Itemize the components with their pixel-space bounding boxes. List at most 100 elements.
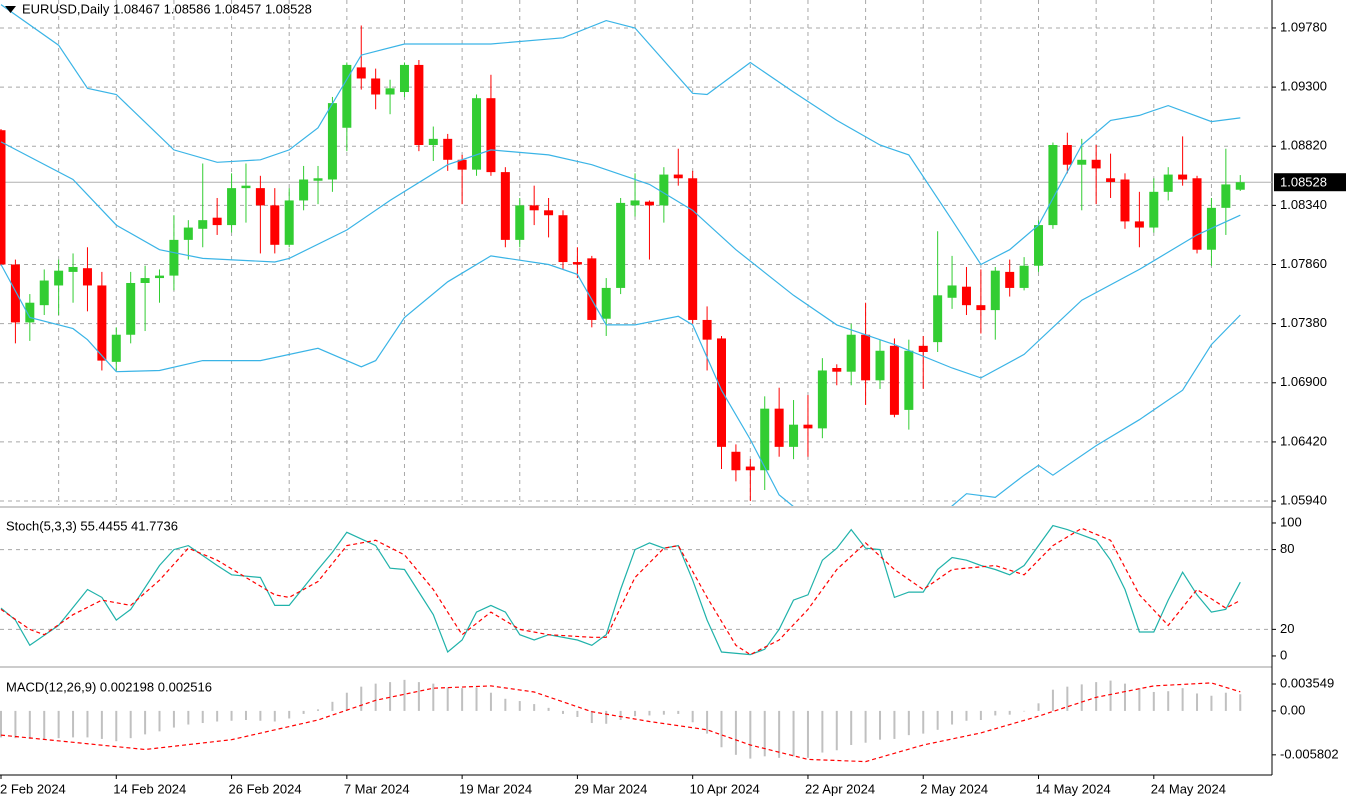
histogram-bar: [360, 686, 363, 711]
histogram-bar: [1224, 692, 1227, 711]
histogram-bar: [662, 710, 665, 715]
last-price-label: 1.08528: [1280, 175, 1327, 190]
histogram-bar: [518, 701, 521, 711]
candle-body: [731, 451, 741, 471]
candle-body: [817, 370, 827, 429]
histogram-bar: [1008, 710, 1011, 715]
x-tick-label: 7 Mar 2024: [344, 781, 410, 796]
histogram-bar: [763, 710, 766, 757]
candle-body: [616, 202, 626, 288]
histogram-bar: [43, 710, 46, 739]
candle-body: [673, 174, 683, 179]
candle-body: [1062, 145, 1072, 165]
candle-body: [918, 345, 928, 352]
histogram-bar: [907, 710, 910, 736]
candle-body: [1149, 191, 1159, 228]
y-tick-label: 1.07380: [1280, 315, 1327, 330]
histogram-bar: [273, 710, 276, 722]
main-plot: [0, 4, 1272, 506]
histogram-bar: [216, 710, 219, 722]
x-tick-label: 26 Feb 2024: [229, 781, 302, 796]
candle-body: [875, 350, 885, 381]
candle-body: [284, 200, 294, 245]
histogram-bar: [835, 710, 838, 751]
candle-body: [313, 178, 323, 181]
histogram-bar: [691, 710, 694, 723]
histogram-bar: [706, 710, 709, 734]
panel-title: EURUSD,Daily 1.08467 1.08586 1.08457 1.0…: [22, 1, 312, 16]
histogram-bar: [936, 710, 939, 730]
histogram-bar: [734, 710, 737, 755]
x-tick-label: 14 May 2024: [1036, 781, 1111, 796]
band-line: [0, 141, 1241, 379]
candle-body: [299, 179, 309, 201]
candle-body: [371, 78, 381, 95]
histogram-bar: [547, 707, 550, 711]
candle-body: [1077, 159, 1087, 165]
candle-body: [688, 178, 698, 320]
histogram-bar: [172, 710, 175, 728]
candle-body: [54, 270, 64, 286]
histogram-bar: [749, 710, 752, 759]
histogram-bar: [590, 710, 593, 724]
histogram-bar: [821, 710, 824, 753]
histogram-bar: [778, 710, 781, 758]
histogram-bar: [302, 710, 305, 714]
candle-body: [486, 98, 496, 173]
y-tick-label: 20: [1280, 621, 1294, 636]
candle-body: [212, 217, 222, 226]
candle-body: [25, 302, 35, 323]
histogram-bar: [374, 683, 377, 711]
histogram-bar: [230, 710, 233, 721]
histogram-bar: [1196, 693, 1199, 711]
band-line: [0, 255, 1241, 506]
histogram-bar: [475, 687, 478, 711]
histogram-bar: [100, 710, 103, 739]
candle-body: [933, 295, 943, 343]
histogram-bar: [1109, 680, 1112, 711]
histogram-bar: [331, 701, 334, 711]
x-tick-label: 19 Mar 2024: [459, 781, 532, 796]
histogram-bar: [1023, 710, 1026, 712]
candle-body: [68, 266, 78, 272]
candle-body: [1178, 174, 1188, 180]
candle-body: [1221, 184, 1231, 208]
candle-body: [500, 172, 510, 240]
histogram-bar: [951, 710, 954, 725]
y-tick-label: 1.07860: [1280, 256, 1327, 271]
histogram-bar: [561, 710, 564, 714]
histogram-bar: [979, 710, 982, 720]
panel-title: Stoch(5,3,3) 55.4455 41.7736: [6, 518, 178, 533]
signal-line: [0, 682, 1241, 763]
histogram-bar: [576, 710, 579, 717]
histogram-bar: [1239, 694, 1242, 711]
histogram-bar: [158, 710, 161, 732]
candle-body: [457, 159, 467, 170]
candle-body: [1192, 178, 1202, 250]
histogram-bar: [879, 710, 882, 740]
histogram-bar: [965, 710, 968, 721]
histogram-bar: [1095, 682, 1098, 711]
candle-body: [630, 200, 640, 206]
menu-triangle: [5, 6, 16, 13]
candle-body: [760, 408, 770, 471]
y-tick-label: 100: [1280, 514, 1302, 529]
histogram-bar: [187, 710, 190, 725]
y-tick-label: 1.06900: [1280, 374, 1327, 389]
candle-body: [717, 338, 726, 447]
histogram-bar: [317, 709, 320, 711]
histogram-bar: [1051, 689, 1054, 711]
histogram-bar: [922, 710, 925, 734]
candle-body: [111, 334, 121, 362]
histogram-bar: [1181, 688, 1184, 711]
candle-body: [1005, 271, 1015, 288]
x-tick-label: 22 Apr 2024: [805, 781, 875, 796]
candle-body: [803, 424, 813, 429]
candle-body: [861, 334, 871, 381]
candle-body: [515, 205, 525, 240]
candle-body: [644, 201, 654, 206]
candle-body: [1134, 221, 1144, 228]
candle-body: [1106, 178, 1116, 182]
histogram-bar: [461, 688, 464, 711]
